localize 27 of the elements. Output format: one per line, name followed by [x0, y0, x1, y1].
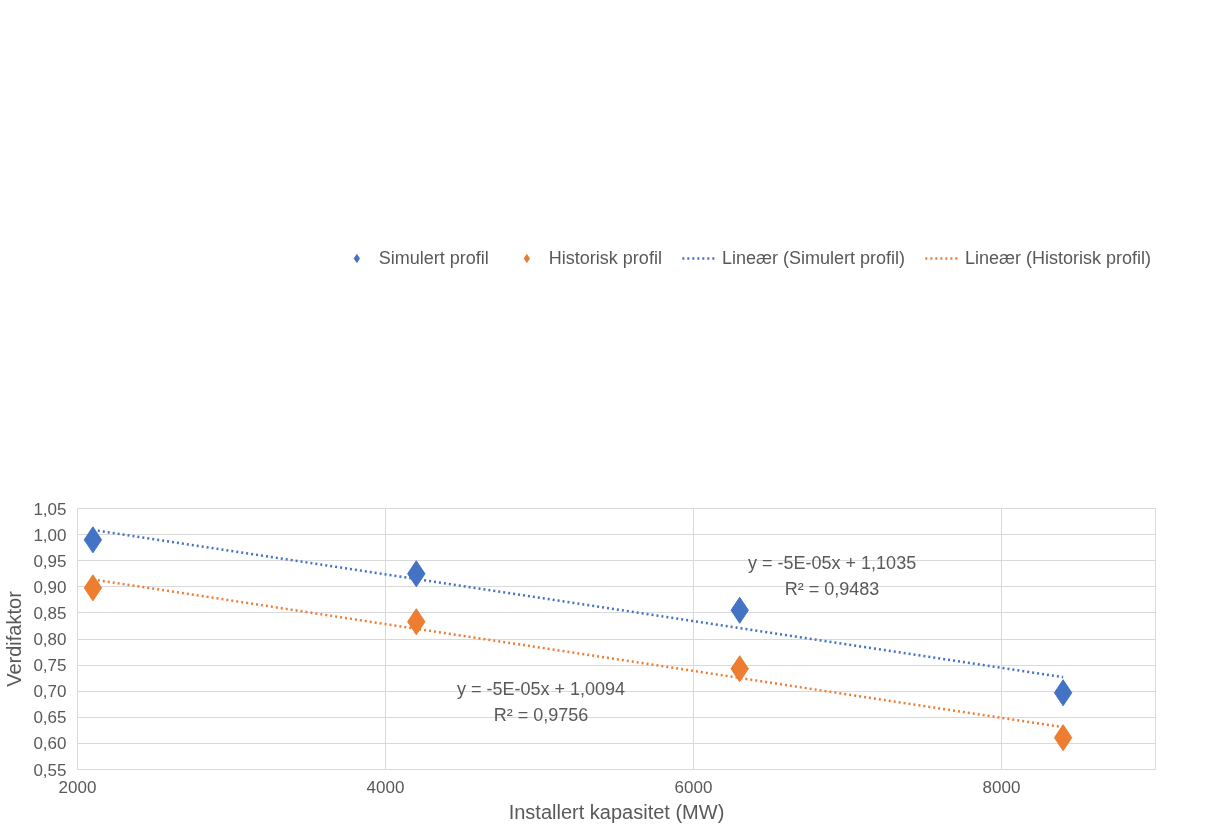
- annotation: y = -5E-05x + 1,1035 R² = 0,9483: [748, 553, 917, 600]
- x-tick-label: 4000: [366, 777, 405, 797]
- legend-label: Lineær (Simulert profil): [721, 247, 905, 269]
- y-tick-label: 0,80: [33, 630, 67, 649]
- x-tick-label: 8000: [982, 777, 1021, 797]
- y-tick-label: 0,85: [33, 603, 67, 623]
- y-tick-label: 0,55: [33, 760, 67, 780]
- x-axis-title: Installert kapasitet (MW): [508, 800, 725, 823]
- y-tick-label: 0,75: [33, 656, 67, 676]
- point: [1053, 679, 1073, 707]
- y-tick-label: 0,65: [33, 708, 67, 728]
- point: [83, 574, 103, 602]
- x-tick-label: 2000: [58, 777, 97, 797]
- y-tick-label: 0,90: [33, 577, 67, 597]
- legend-label: Lineær (Historisk profil): [964, 247, 1151, 269]
- legend-label: Historisk profil: [548, 247, 662, 269]
- y-tick-label: 0,95: [33, 551, 67, 571]
- x-tick-label: 6000: [674, 777, 713, 797]
- y-tick-label: 0,60: [33, 734, 67, 754]
- y-tick-label: 1,05: [33, 499, 67, 519]
- y-tick-label: 1,00: [33, 525, 67, 545]
- point: [1053, 724, 1073, 752]
- y-tick-label: 0,70: [33, 682, 67, 702]
- y-axis-title: Verdifaktor: [3, 590, 26, 687]
- legend-label: Simulert profil: [378, 247, 489, 269]
- annotation: y = -5E-05x + 1,0094 R² = 0,9756: [456, 678, 626, 725]
- point: [83, 526, 103, 554]
